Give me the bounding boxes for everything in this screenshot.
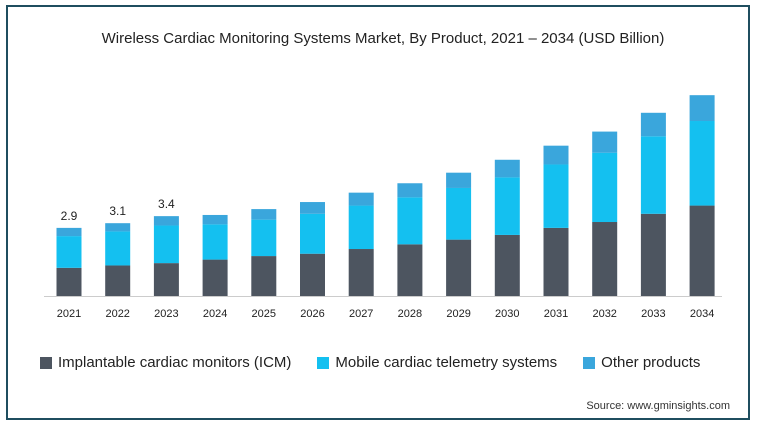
x-tick-label-2032: 2032 [592, 308, 616, 320]
legend-label-other: Other products [601, 354, 701, 371]
source-note: Source: www.gminsights.com [586, 400, 730, 412]
x-tick-label-2023: 2023 [154, 308, 178, 320]
bar-2027-series-2 [348, 192, 374, 206]
legend-label-mct: Mobile cardiac telemetry systems [335, 354, 558, 371]
chart-title: Wireless Cardiac Monitoring Systems Mark… [101, 30, 665, 47]
x-tick-label-2033: 2033 [641, 308, 665, 320]
bar-group [56, 95, 715, 296]
bar-2022-series-0 [105, 265, 131, 296]
bar-2027-series-1 [348, 205, 374, 250]
bar-2033-series-1 [640, 136, 666, 214]
bar-2025-series-2 [251, 209, 277, 220]
legend: Implantable cardiac monitors (ICM) Mobil… [40, 354, 740, 371]
bar-2021-series-2 [56, 227, 82, 237]
data-label-2021: 2.9 [61, 209, 78, 223]
bar-2025-series-0 [251, 256, 277, 296]
bar-2029-series-0 [446, 239, 472, 296]
bar-2033-series-2 [640, 112, 666, 137]
legend-swatch-icm [40, 356, 52, 369]
data-label-group: 2.9 3.1 3.4 [61, 197, 175, 223]
bar-2021-series-1 [56, 236, 82, 268]
bar-2034-series-2 [689, 95, 715, 122]
bar-2033-series-0 [640, 213, 666, 296]
bar-2023-series-0 [153, 263, 179, 296]
bar-2022-series-2 [105, 223, 131, 232]
x-tick-label-2027: 2027 [349, 308, 373, 320]
bar-2030-series-0 [494, 234, 520, 296]
bar-2031-series-2 [543, 145, 569, 165]
legend-label-icm: Implantable cardiac monitors (ICM) [58, 354, 292, 371]
bar-2023-series-1 [153, 225, 179, 264]
legend-item-other: Other products [583, 354, 700, 371]
data-label-2022: 3.1 [109, 204, 126, 218]
data-label-2023: 3.4 [158, 197, 175, 211]
bar-2022-series-1 [105, 231, 131, 266]
bar-2024-series-0 [202, 259, 228, 296]
bar-2032-series-0 [592, 222, 618, 296]
x-tick-label-2024: 2024 [203, 308, 227, 320]
legend-item-icm: Implantable cardiac monitors (ICM) [40, 354, 291, 371]
bar-2026-series-0 [300, 253, 325, 296]
bar-2029-series-1 [446, 187, 472, 240]
bar-2030-series-1 [494, 177, 520, 235]
bar-2023-series-2 [153, 216, 179, 226]
x-tick-label-2025: 2025 [252, 308, 276, 320]
bar-2028-series-1 [397, 197, 423, 245]
x-tick-label-2028: 2028 [398, 308, 422, 320]
bar-2024-series-1 [202, 224, 228, 260]
bar-2032-series-1 [592, 152, 618, 223]
legend-swatch-mct [317, 356, 330, 369]
bar-2025-series-1 [251, 219, 277, 257]
x-tick-label-2031: 2031 [544, 308, 568, 320]
bar-2021-series-0 [56, 267, 82, 296]
x-axis: 2021 2022 2023 2024 2025 2026 2027 2028 2029 2030… [44, 296, 722, 320]
x-tick-label-2026: 2026 [300, 308, 324, 320]
legend-swatch-other [583, 356, 596, 369]
x-tick-label-2022: 2022 [105, 308, 129, 320]
bar-2034-series-0 [689, 205, 715, 296]
bar-2026-series-1 [300, 213, 325, 254]
bar-2031-series-0 [543, 227, 569, 296]
bar-2030-series-2 [494, 159, 520, 178]
bar-2028-series-2 [397, 183, 423, 198]
legend-item-mct: Mobile cardiac telemetry systems [317, 354, 557, 371]
bar-2031-series-1 [543, 164, 569, 228]
chart-frame [6, 5, 750, 420]
x-tick-label-2021: 2021 [57, 308, 81, 320]
x-tick-label-2030: 2030 [495, 308, 519, 320]
x-tick-label-2029: 2029 [446, 308, 470, 320]
bar-2034-series-1 [689, 121, 715, 206]
bar-2024-series-2 [202, 214, 228, 225]
bar-2026-series-2 [300, 202, 325, 214]
bar-2032-series-2 [592, 131, 618, 153]
bar-2028-series-0 [397, 244, 423, 296]
bar-2029-series-2 [446, 172, 472, 188]
bar-2027-series-0 [348, 249, 374, 296]
x-tick-label-2034: 2034 [690, 308, 714, 320]
